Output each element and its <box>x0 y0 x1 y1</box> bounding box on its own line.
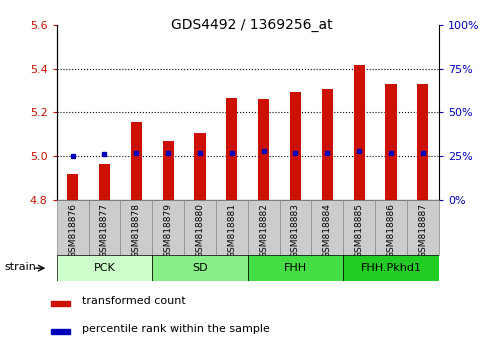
Bar <box>152 255 247 281</box>
Bar <box>226 98 238 200</box>
Text: GSM818878: GSM818878 <box>132 203 141 258</box>
Text: percentile rank within the sample: percentile rank within the sample <box>82 324 270 334</box>
Text: FHH: FHH <box>284 263 307 273</box>
Bar <box>322 90 333 200</box>
Bar <box>407 200 439 255</box>
Bar <box>353 65 365 200</box>
Text: FHH.Pkhd1: FHH.Pkhd1 <box>360 263 422 273</box>
Text: PCK: PCK <box>94 263 115 273</box>
Text: transformed count: transformed count <box>82 296 186 306</box>
Bar <box>57 200 89 255</box>
Text: GSM818880: GSM818880 <box>195 203 205 258</box>
Text: GSM818885: GSM818885 <box>354 203 364 258</box>
Bar <box>280 200 312 255</box>
Bar <box>152 200 184 255</box>
Text: strain: strain <box>4 262 36 272</box>
Bar <box>258 99 269 200</box>
Text: GSM818879: GSM818879 <box>164 203 173 258</box>
Bar <box>131 122 142 200</box>
Bar <box>343 255 439 281</box>
Bar <box>51 301 70 306</box>
Bar <box>290 92 301 200</box>
Text: GDS4492 / 1369256_at: GDS4492 / 1369256_at <box>172 18 333 32</box>
Bar <box>51 329 70 334</box>
Bar <box>247 200 280 255</box>
Bar <box>375 200 407 255</box>
Bar <box>120 200 152 255</box>
Bar <box>163 141 174 200</box>
Text: GSM818883: GSM818883 <box>291 203 300 258</box>
Text: GSM818881: GSM818881 <box>227 203 236 258</box>
Bar <box>57 255 152 281</box>
Text: GSM818877: GSM818877 <box>100 203 109 258</box>
Bar <box>99 164 110 200</box>
Bar <box>312 200 343 255</box>
Text: GSM818886: GSM818886 <box>387 203 395 258</box>
Bar <box>417 84 428 200</box>
Bar <box>194 133 206 200</box>
Text: GSM818884: GSM818884 <box>323 203 332 258</box>
Bar <box>343 200 375 255</box>
Text: GSM818887: GSM818887 <box>419 203 427 258</box>
Bar <box>216 200 247 255</box>
Bar <box>89 200 120 255</box>
Text: SD: SD <box>192 263 208 273</box>
Text: GSM818876: GSM818876 <box>68 203 77 258</box>
Bar <box>184 200 216 255</box>
Bar <box>247 255 343 281</box>
Bar <box>386 84 396 200</box>
Bar <box>67 174 78 200</box>
Text: GSM818882: GSM818882 <box>259 203 268 258</box>
